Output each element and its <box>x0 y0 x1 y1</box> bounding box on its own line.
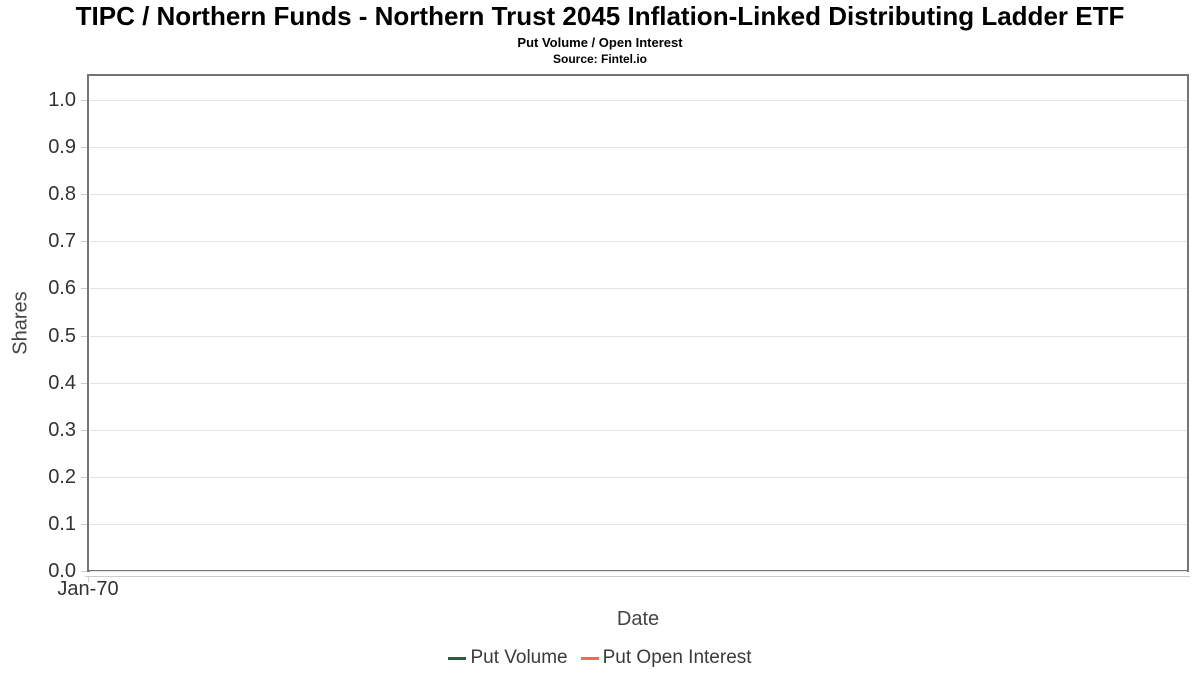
x-axis-title: Date <box>616 608 660 630</box>
gridline <box>90 383 1187 384</box>
gridline <box>90 100 1187 101</box>
x-tick-label: Jan-70 <box>57 578 119 600</box>
y-tick-label: 0.7 <box>48 230 76 252</box>
legend-label: Put Volume <box>470 647 568 668</box>
x-axis-line <box>85 576 1190 577</box>
y-tick-mark <box>81 100 87 101</box>
y-tick-label: 0.9 <box>48 136 76 158</box>
y-tick-mark <box>81 147 87 148</box>
legend-item-put-open-interest[interactable]: Put Open Interest <box>580 647 752 669</box>
y-tick-mark <box>81 430 87 431</box>
legend-line-swatch <box>448 656 467 660</box>
y-tick-label: 0.6 <box>48 277 76 299</box>
y-tick-mark <box>81 383 87 384</box>
gridline <box>90 336 1187 337</box>
y-tick-mark <box>81 524 87 525</box>
y-tick-label: 0.2 <box>48 466 76 488</box>
chart-legend: Put Volume Put Open Interest <box>0 644 1200 672</box>
gridline <box>90 241 1187 242</box>
y-tick-label: 0.5 <box>48 325 76 347</box>
y-tick-label: 0.3 <box>48 419 76 441</box>
plot-area <box>87 74 1189 572</box>
legend-line-swatch <box>580 656 599 660</box>
y-tick-mark <box>81 477 87 478</box>
y-tick-mark <box>81 336 87 337</box>
y-tick-mark <box>81 194 87 195</box>
gridline <box>90 477 1187 478</box>
gridline <box>90 147 1187 148</box>
y-tick-label: 0.0 <box>48 560 76 582</box>
y-tick-label: 1.0 <box>48 89 76 111</box>
legend-item-put-volume[interactable]: Put Volume <box>448 647 568 669</box>
gridline <box>90 571 1187 572</box>
chart-subtitle: Put Volume / Open Interest <box>517 35 683 50</box>
gridline <box>90 288 1187 289</box>
gridline <box>90 430 1187 431</box>
chart-title: TIPC / Northern Funds - Northern Trust 2… <box>75 1 1125 31</box>
gridline <box>90 524 1187 525</box>
chart-source-attribution: Source: Fintel.io <box>552 52 647 66</box>
y-tick-label: 0.1 <box>48 513 76 535</box>
legend-label: Put Open Interest <box>602 647 752 668</box>
y-tick-mark <box>81 241 87 242</box>
y-tick-mark <box>81 288 87 289</box>
y-tick-mark <box>81 571 87 572</box>
x-tick-mark <box>88 576 89 582</box>
y-axis-title: Shares <box>9 291 32 355</box>
y-tick-label: 0.8 <box>48 183 76 205</box>
y-tick-label: 0.4 <box>48 372 76 394</box>
gridline <box>90 194 1187 195</box>
